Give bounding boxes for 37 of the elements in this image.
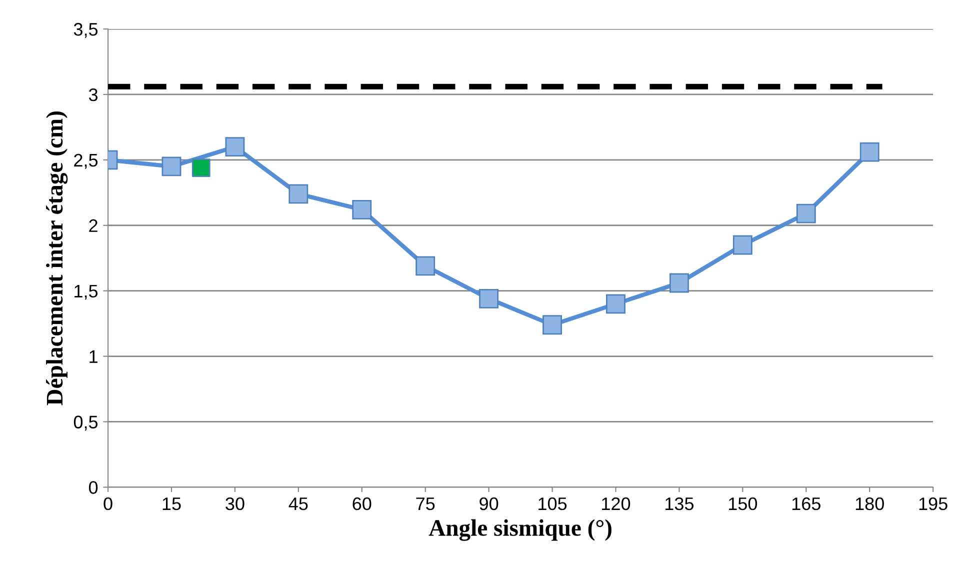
point: [288, 184, 308, 204]
x-tick-label: 195: [919, 497, 948, 510]
x-axis-title: Angle sismique (°): [428, 519, 612, 541]
y-tick-label: 0,5: [74, 416, 98, 431]
x-tick-label: 120: [602, 497, 630, 510]
point: [162, 156, 182, 176]
y-tick-label: 2,5: [74, 154, 98, 169]
y-tick-label: 3,5: [74, 22, 98, 38]
x-tick-label: 15: [162, 498, 181, 510]
x-tick-label: 30: [226, 497, 244, 510]
point: [860, 142, 880, 162]
point: [732, 235, 752, 255]
point: [796, 204, 816, 224]
y-tick-label: 3: [88, 88, 98, 102]
x-tick-label: 0: [104, 497, 112, 510]
point: [479, 288, 499, 308]
x-tick-label: 75: [416, 498, 435, 510]
x-tick-label: 180: [856, 497, 884, 510]
point: [352, 200, 372, 220]
x-tick-label: 165: [792, 497, 820, 510]
y-tick-label: 1,5: [74, 284, 98, 300]
y-tick-label: 1: [90, 350, 98, 363]
x-tick-label: 135: [666, 497, 694, 510]
x-tick-label: 45: [288, 498, 308, 510]
x-tick-label: 150: [728, 497, 758, 510]
x-tick-label: 60: [352, 497, 372, 510]
point: [416, 256, 436, 276]
y-tick-label: 0: [88, 481, 98, 494]
point: [542, 315, 562, 335]
point: [606, 294, 626, 314]
point: [192, 158, 210, 177]
x-tick-label: 90: [480, 497, 498, 510]
point: [225, 137, 245, 157]
x-tick-label: 105: [538, 497, 567, 510]
point: [669, 273, 689, 293]
y-tick-label: 2: [89, 219, 98, 232]
y-axis-title: Déplacement inter étage (cm): [46, 112, 68, 406]
